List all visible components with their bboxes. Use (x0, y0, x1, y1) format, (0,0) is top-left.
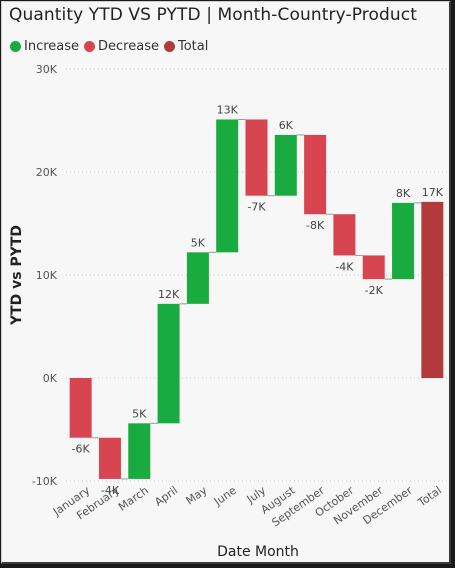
chart-title: Quantity YTD VS PYTD | Month-Country-Pro… (9, 5, 417, 25)
y-axis-title: YTD vs PYTD (9, 225, 25, 326)
data-label: 5K (132, 407, 147, 420)
legend-label-increase: Increase (24, 39, 80, 54)
legend-item-decrease[interactable]: Decrease (84, 39, 159, 54)
data-label: 17K (422, 186, 444, 199)
legend-dot-increase (10, 41, 21, 52)
data-label: -4K (335, 260, 354, 273)
bar-may (186, 252, 209, 304)
x-tick-label: April (152, 484, 180, 509)
bar-total (421, 201, 444, 378)
bar-april (157, 303, 180, 424)
y-tick-label: 20K (36, 166, 58, 179)
bar-november (362, 255, 385, 280)
legend-label-decrease: Decrease (98, 39, 159, 54)
data-label: -2K (365, 284, 384, 297)
data-label: 5K (191, 236, 206, 249)
bar-september (304, 134, 327, 215)
x-tick-label: March (116, 484, 151, 514)
data-label: -4K (101, 484, 120, 497)
x-axis-title: Date Month (217, 544, 299, 560)
legend: Increase Decrease Total (10, 39, 213, 54)
bar-february (98, 437, 121, 479)
x-tick-label: June (211, 484, 239, 509)
y-tick-label: 10K (36, 269, 58, 282)
x-tick-label: Total (415, 484, 444, 510)
bar-august (274, 134, 297, 196)
bar-january (69, 378, 92, 438)
legend-item-total[interactable]: Total (163, 39, 209, 54)
bar-october (333, 214, 356, 256)
data-label: -7K (247, 201, 266, 214)
legend-dot-total (163, 41, 175, 52)
legend-dot-decrease (84, 41, 96, 52)
data-label: -6K (72, 443, 91, 456)
x-tick-label: May (184, 484, 210, 508)
bar-december (392, 202, 415, 280)
legend-label-total: Total (177, 39, 209, 54)
data-label: 6K (279, 119, 294, 132)
y-tick-label: 0K (43, 372, 58, 385)
y-tick-label: -10K (32, 475, 58, 488)
data-label: -8K (306, 219, 325, 232)
legend-item-increase[interactable]: Increase (10, 39, 79, 54)
data-label: 13K (217, 103, 239, 116)
bar-june (216, 119, 239, 253)
data-label: 8K (396, 187, 411, 200)
bar-july (245, 119, 268, 196)
data-label: 12K (158, 288, 180, 301)
bar-march (128, 423, 151, 479)
y-tick-label: 30K (36, 63, 58, 76)
